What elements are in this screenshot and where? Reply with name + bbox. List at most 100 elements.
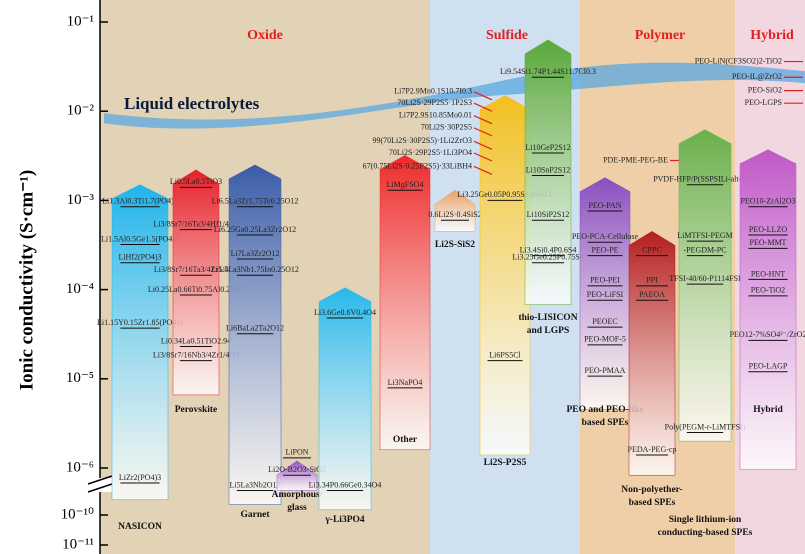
category-label: glass [287, 503, 307, 513]
material-label: Li3.34P0.66Ge0.34O4 [309, 480, 382, 489]
callout-label: PEO-IL@ZrO2 [732, 72, 782, 81]
category-label: Hybrid [753, 405, 783, 415]
category-label: Perovskite [175, 405, 218, 415]
material-label: Li3/8Sr7/16Ta3/4Hf1/4O3 [153, 219, 238, 228]
callout-label: PDE-PME-PEG-BE [603, 155, 668, 164]
material-label: PAEOA [639, 290, 665, 299]
callout-arrow [473, 165, 493, 176]
material-label: Li5La3Nb2O12 [229, 480, 280, 489]
y-tick-label: 10⁻¹¹ [62, 536, 94, 552]
range-arrow [172, 169, 220, 396]
callout-label: Li7P2.9S10.85Mo0.01 [399, 111, 472, 120]
callout-label: PEO-SiO2 [748, 85, 782, 94]
section-title: Oxide [247, 28, 283, 43]
liquid-label: Liquid electrolytes [124, 94, 260, 113]
axis-break-line [87, 483, 113, 493]
callout-arrow [473, 102, 493, 112]
material-label: PEO-LiFSI [587, 290, 624, 299]
material-label: Li3/8Sr7/16Ta3/4Zr1/4O3 [154, 265, 238, 274]
material-label: PEOEC [592, 317, 617, 326]
material-label: Li0.5La0.5TiO3 [170, 177, 222, 186]
material-label: PEO-TiO2 [751, 286, 785, 295]
category-label: Li2S-P2S5 [484, 458, 527, 468]
material-label: Li3.25Ge0.05P0.95S3.8Se0.1 [457, 190, 552, 199]
category-label: Garnet [240, 510, 270, 520]
material-label: PVDF-HFP/P(SSPSILi-alt-MA) [653, 175, 757, 184]
material-label: Li3/8Sr7/16Nb3/4Zr1/4O3 [153, 350, 239, 359]
range-arrow [524, 39, 572, 305]
y-axis-label: Ionic conductivity (S·cm⁻¹) [16, 170, 37, 391]
material-label: Li9.54Si1.74P1.44S11.7Cl0.3 [500, 67, 596, 76]
y-tick-label: 10⁻⁴ [66, 281, 94, 297]
callout-label: PEO-LiN(CF3SO2)2-TiO2 [695, 56, 782, 65]
material-label: Li3.25Ge0.25P0.75S4 [512, 253, 583, 262]
material-label: Li3NaPO4 [388, 378, 423, 387]
material-label: Li1.15Y0.15Zr1.85(PO4)3 [97, 318, 183, 327]
callout-arrow [473, 140, 493, 150]
callout-arrow [473, 91, 493, 101]
material-label: Li6.5La3Zr1.75Te0.25O12 [212, 197, 299, 206]
material-label: Li1.5Al0.5Ge1.5(PO4)3 [101, 234, 179, 243]
material-label: PEO-PAN [588, 201, 621, 210]
range-arrow [739, 149, 797, 470]
material-label: TFSI-40/60-P1114FSI [669, 274, 741, 283]
callout-label: Li7P2.9Mn0.1S10.7I0.3 [394, 87, 472, 96]
material-label: Li10SnP2S12 [526, 165, 570, 174]
range-arrow [318, 287, 372, 511]
category-label: Single lithium-ion [669, 515, 742, 525]
range-arrow [434, 189, 476, 232]
category-label: and LGPS [527, 326, 570, 336]
category-label: Non-polyether- [621, 485, 682, 495]
material-label: -PEGDM-PC [683, 246, 726, 255]
material-label: Li6PS5Cl [489, 350, 521, 359]
material-label: PEDA-PEG-cp [628, 445, 677, 454]
material-label: PPI [646, 276, 658, 285]
material-label: PEO-MOF-5 [584, 335, 626, 344]
callout-label: 70Li2S·29P2S5·1Li3PO4 [389, 148, 472, 157]
y-tick-label: 10⁻¹⁰ [61, 506, 94, 522]
material-label: Li2O-B2O3-SiO2 [268, 465, 326, 474]
callout-label: PEO-LGPS [745, 98, 782, 107]
y-tick-label: 10⁻⁶ [66, 459, 94, 475]
range-arrow [579, 177, 631, 410]
material-label: LiPON [285, 448, 308, 457]
range-arrow [678, 129, 732, 442]
section-title: Sulfide [486, 28, 528, 43]
material-label: PEO12-7%SO4²⁻/ZrO2 [730, 330, 805, 339]
callout-arrow [473, 127, 493, 137]
material-label: PEO-LAGP [749, 362, 788, 371]
material-label: Li10GeP2S12 [525, 143, 570, 152]
material-label: Li3.6Ge0.6V0.4O4 [314, 308, 376, 317]
material-label: LiMTFSI-PEGM [677, 231, 733, 240]
material-label: 0.6Li2S·0.4SiS2 [428, 210, 481, 219]
material-label: PEO-LLZO [749, 225, 787, 234]
material-label: Li10SiP2S12 [527, 210, 570, 219]
y-tick-label: 10⁻² [67, 103, 95, 119]
material-label: PEO-PE [591, 246, 618, 255]
range-arrow [111, 184, 169, 501]
material-label: PEO-MMT [750, 238, 787, 247]
material-label: LiZr2(PO4)3 [119, 473, 161, 482]
material-label: Li5.5La3Nb1.75In0.25O12 [211, 265, 299, 274]
material-label: PEO-HNT [751, 269, 785, 278]
section-title: Polymer [635, 28, 686, 43]
material-label: PEO-PEI [590, 276, 620, 285]
range-arrow [228, 164, 282, 505]
callout-label: 67(0.75Li2S·0.25P2S5)·33LiBH4 [363, 161, 472, 170]
material-label: Li1.3Al0.3Ti1.7(PO4)3 [102, 197, 178, 206]
category-label: Li2S-SiS2 [435, 240, 475, 250]
category-label: Other [393, 435, 418, 445]
category-label: PEO and PEO-like [566, 405, 643, 415]
axis-break-line [87, 475, 113, 485]
material-label: PEO-PCA-Cellulose [572, 232, 639, 241]
material-label: Li3.4Si0.4P0.6S4 [520, 246, 577, 255]
category-label: based SPEs [582, 418, 629, 428]
callout-arrow [473, 115, 493, 125]
material-label: Li0.25La0.66Ti0.75Al0.25O3 [148, 285, 244, 294]
material-label: PEO-PMAA [585, 366, 626, 375]
material-label: Poly(PEGM-r-LiMTFSI) [665, 422, 746, 431]
category-label: γ-Li3PO4 [324, 515, 365, 525]
callout-arrow [473, 152, 493, 162]
y-tick-label: 10⁻⁵ [66, 370, 94, 386]
